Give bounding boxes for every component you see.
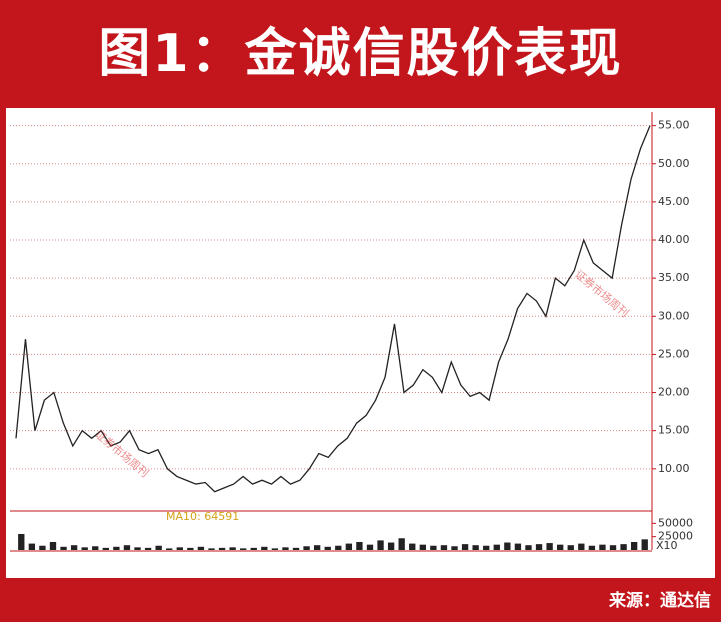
volume-bar [144, 547, 152, 550]
volume-bar [18, 534, 25, 550]
y-tick-label: 30.00 [658, 309, 690, 322]
volume-bar [60, 546, 67, 550]
y-tick-label: 25000 [658, 530, 693, 543]
volume-bar [134, 547, 141, 550]
volume-bar [514, 543, 522, 550]
y-tick-label: 35.00 [658, 271, 690, 284]
source: 来源：通达信 [609, 591, 711, 611]
price-line [15, 125, 651, 493]
volume-bar [483, 545, 490, 550]
volume-bar [271, 548, 279, 550]
volume-bar [155, 545, 162, 550]
volume-bar [261, 546, 268, 550]
volume-bar [335, 545, 342, 550]
volume-bar [324, 546, 331, 550]
volume-bar [525, 545, 532, 550]
volume-bar [197, 546, 205, 550]
volume-bar [599, 544, 606, 550]
y-tick-label: 50.00 [658, 157, 690, 170]
volume-bar [92, 546, 99, 550]
y-tick-label: 55.00 [658, 119, 690, 132]
volume-bar [387, 542, 395, 550]
volume-bar [356, 542, 363, 550]
y-tick-label: 40.00 [658, 233, 690, 246]
y-tick-label: 10.00 [658, 462, 690, 475]
volume-bar [641, 539, 648, 550]
volume-bar [409, 543, 416, 550]
volume-bar [620, 544, 627, 550]
volume-bar [70, 545, 78, 550]
volume-bar [229, 547, 236, 550]
volume-bar [123, 545, 131, 550]
volume-bar [440, 545, 448, 550]
volume-bar [578, 543, 585, 550]
volume-bar [493, 544, 500, 550]
title: 图1：金诚信股价表现 [98, 24, 623, 84]
volume-bar [588, 545, 596, 550]
volume-bar [609, 545, 617, 550]
chart-area: 10.00 15.00 20.00 25.00 30.00 35.00 40.00 45.00… [6, 108, 715, 578]
volume-bar [461, 544, 469, 550]
volume-bar [39, 545, 46, 550]
volume-bar [250, 547, 257, 550]
volume-bar [28, 543, 36, 550]
volume-bar [472, 545, 479, 550]
y-tick-label: 25.00 [658, 347, 690, 360]
volume-bar [218, 547, 226, 550]
y-tick-label: 50000 [658, 516, 693, 529]
volume-bar [546, 543, 553, 550]
volume-bar [398, 538, 405, 550]
volume-bar [208, 548, 215, 550]
volume-bar [49, 542, 57, 550]
volume-bar [430, 545, 437, 550]
volume-bar [176, 547, 183, 550]
volume-bar [313, 545, 321, 550]
volume-bar [166, 548, 173, 550]
volume-bar [451, 546, 458, 550]
volume-bar [366, 544, 374, 550]
volume-bar [419, 544, 426, 550]
volume-bar [557, 544, 564, 550]
unit-label: X10 [656, 539, 678, 552]
volume-bar [81, 547, 88, 550]
ma-label: MA10: 64591 [166, 510, 239, 523]
volume-bar [292, 547, 300, 550]
chart: 10.00 15.00 20.00 25.00 30.00 35.00 40.00 45.00… [10, 112, 693, 552]
y-tick-label: 45.00 [658, 195, 690, 208]
volume-bar [113, 546, 120, 550]
y-tick-label: 15.00 [658, 424, 690, 437]
volume-bar [303, 546, 310, 550]
volume-bar [282, 547, 289, 550]
volume-bar [630, 542, 638, 550]
volume-bar [504, 542, 511, 550]
volume-bar [102, 547, 109, 550]
y-tick-label: 20.00 [658, 386, 690, 399]
volume-bar [535, 544, 543, 550]
watermark: 证券市场周刊 [92, 427, 152, 480]
volume-bar [187, 547, 194, 550]
volume-bar [377, 540, 384, 550]
volume-bar [345, 543, 353, 550]
watermark: 证券市场周刊 [572, 267, 632, 320]
volume-bar [240, 548, 247, 550]
volume-bar [567, 545, 574, 550]
